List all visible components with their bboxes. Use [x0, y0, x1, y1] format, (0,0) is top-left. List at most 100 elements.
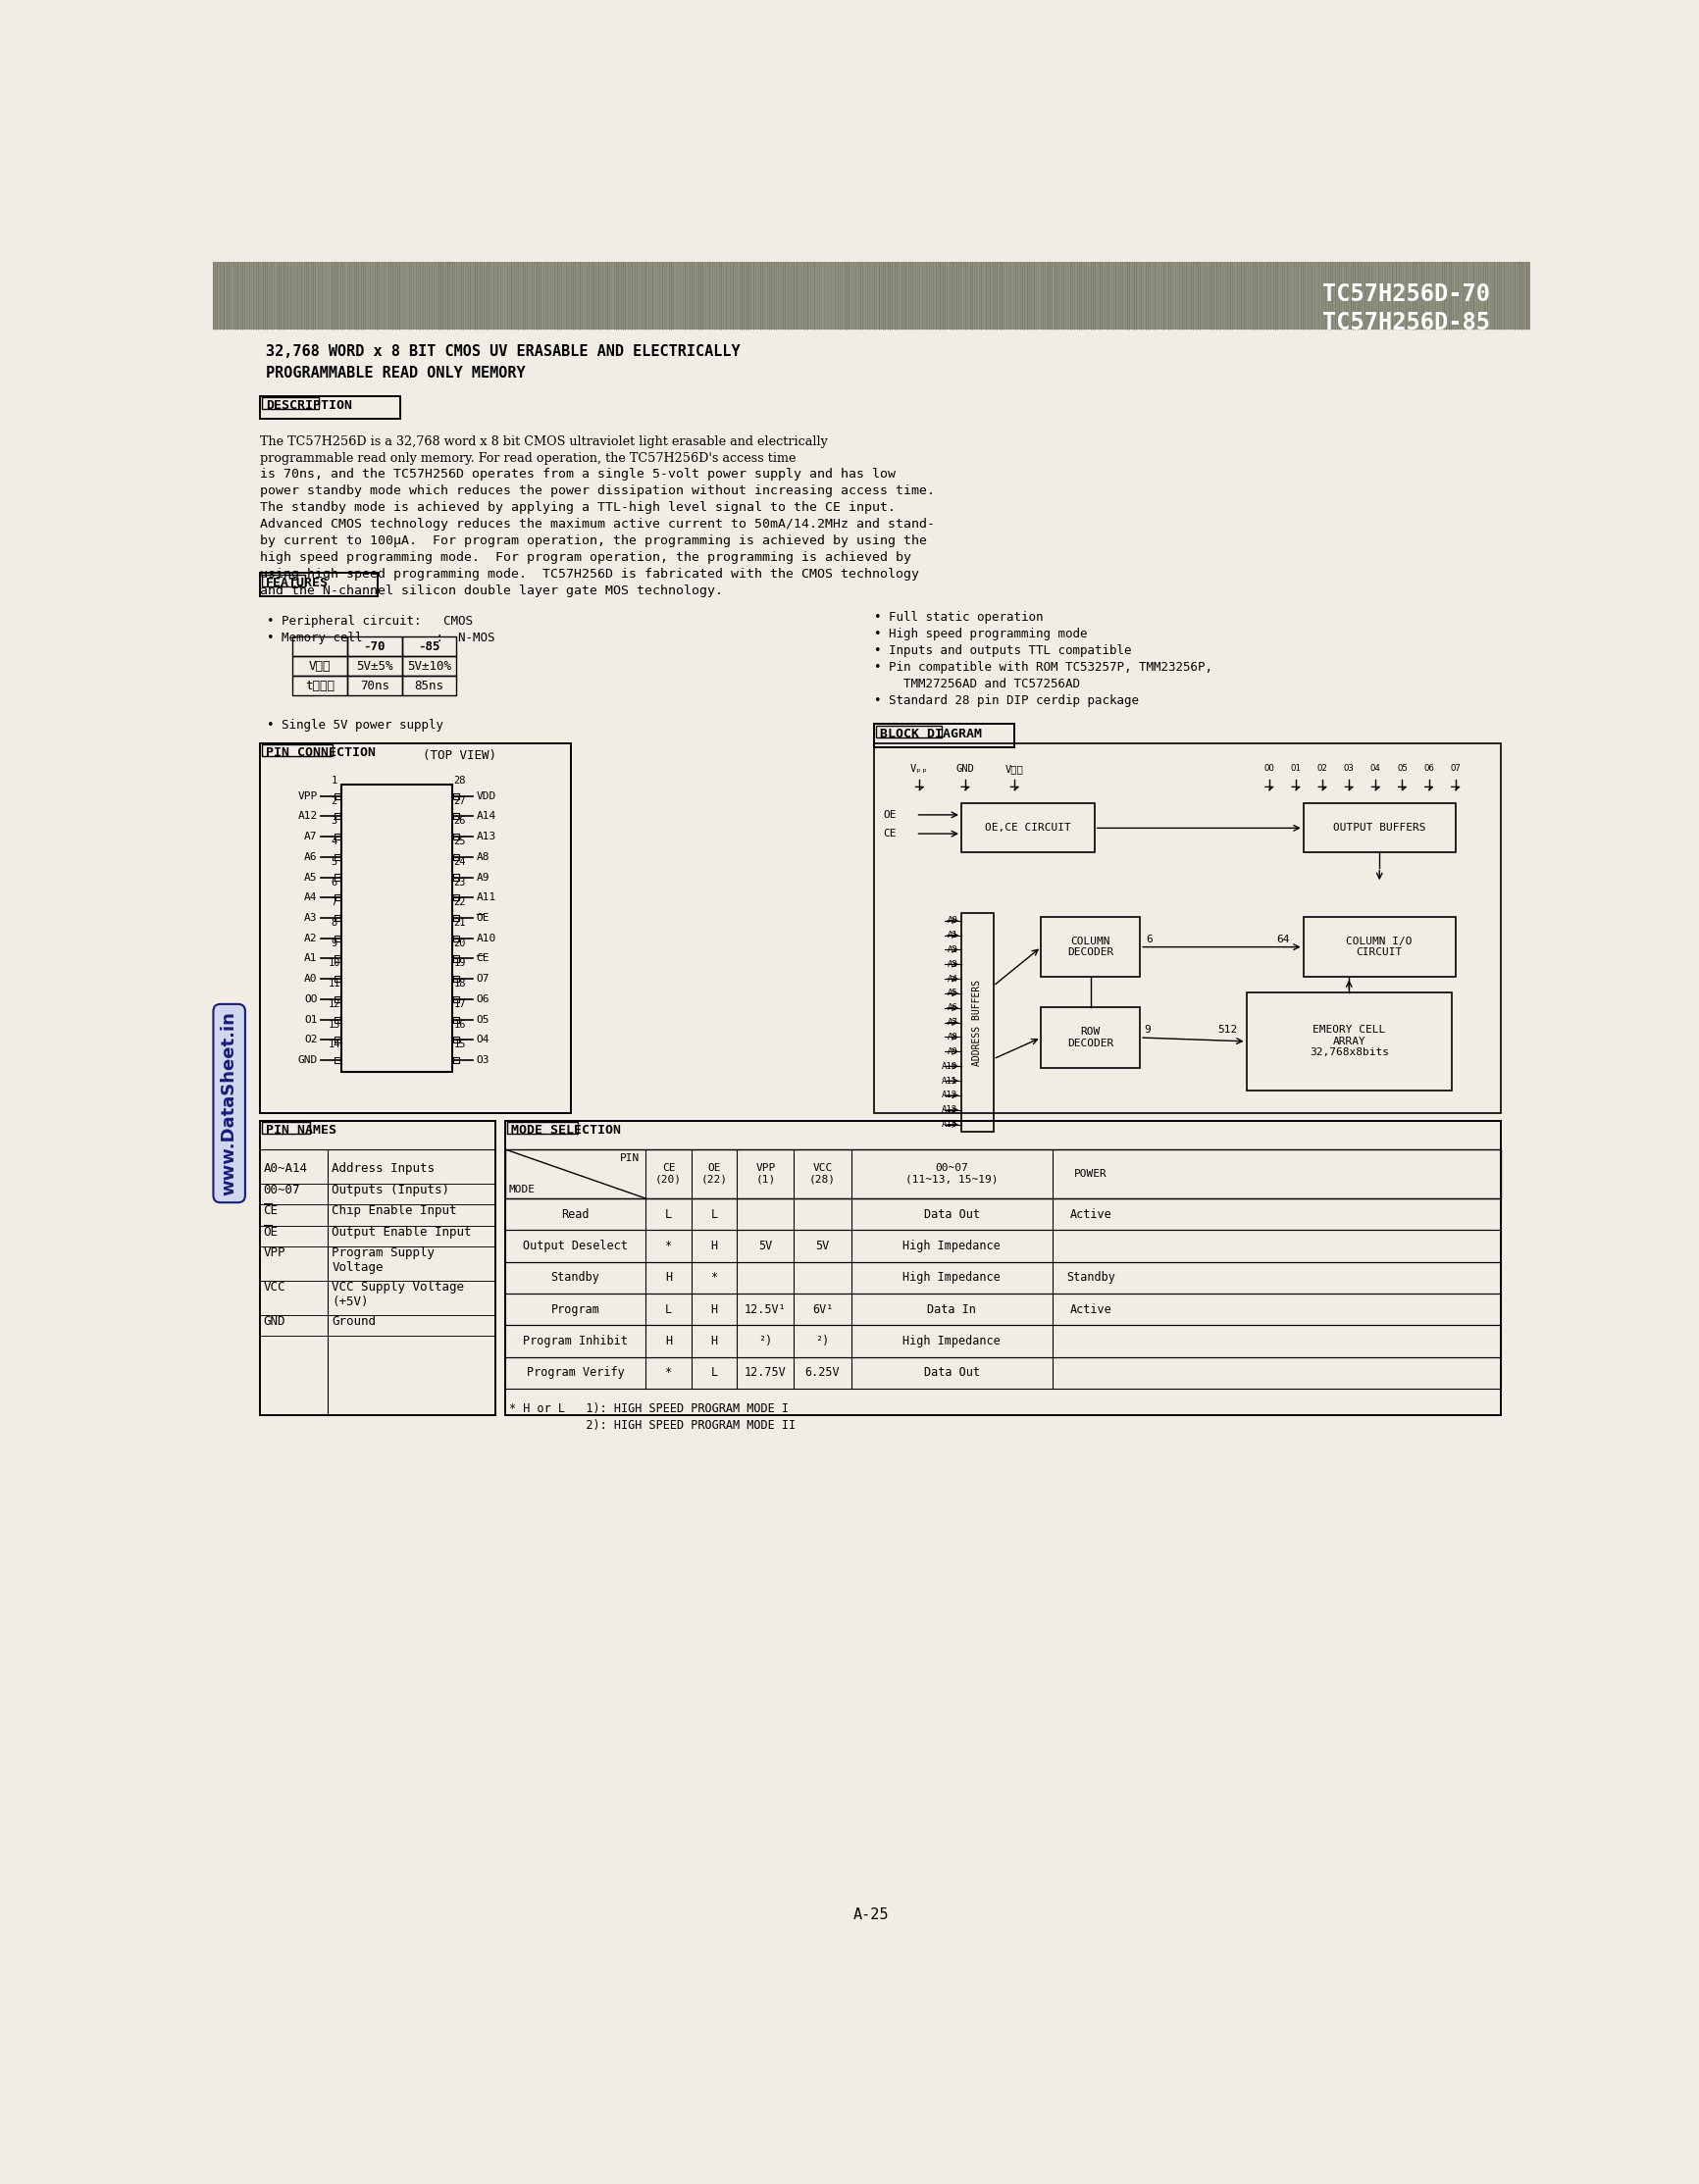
Text: 512: 512 [1216, 1024, 1237, 1035]
Text: TC57H256D-85: TC57H256D-85 [1322, 310, 1488, 334]
Text: *: * [664, 1367, 671, 1380]
Bar [335, 957, 340, 961]
Text: PROGRAMMABLE READ ONLY MEMORY: PROGRAMMABLE READ ONLY MEMORY [265, 365, 525, 380]
Text: 22: 22 [454, 898, 466, 906]
Text: VPP: VPP [297, 791, 318, 802]
Text: High Impedance: High Impedance [902, 1271, 1001, 1284]
Text: 14: 14 [328, 1040, 340, 1051]
Text: H: H [664, 1334, 671, 1348]
Text: Vₚₚ: Vₚₚ [909, 764, 928, 773]
Bar [335, 915, 340, 922]
Bar [454, 854, 459, 860]
Text: OE: OE [476, 913, 489, 924]
Text: O5: O5 [1397, 764, 1407, 773]
Text: PIN NAMES: PIN NAMES [265, 1125, 336, 1136]
Bar [335, 1016, 340, 1022]
Text: OO: OO [1264, 764, 1274, 773]
Text: CE: CE [882, 828, 895, 839]
Text: O5: O5 [476, 1016, 489, 1024]
Text: A4: A4 [304, 893, 318, 902]
Bar [262, 397, 319, 408]
Bar [454, 996, 459, 1002]
Bar [454, 812, 459, 819]
Text: • High speed programming mode: • High speed programming mode [873, 627, 1087, 640]
Bar [292, 636, 347, 655]
Text: Vᴄᴄ: Vᴄᴄ [1004, 764, 1023, 773]
Text: A5: A5 [946, 989, 957, 998]
Bar [454, 976, 459, 983]
Bar [401, 636, 457, 655]
Text: COLUMN
DECODER: COLUMN DECODER [1067, 937, 1113, 957]
Bar [454, 1016, 459, 1022]
Bar [335, 996, 340, 1002]
Text: O7: O7 [476, 974, 489, 983]
Text: A13: A13 [476, 832, 496, 841]
Text: O6: O6 [1422, 764, 1434, 773]
Text: • Memory cell          :  N-MOS: • Memory cell : N-MOS [267, 631, 494, 644]
Text: OE,CE CIRCUIT: OE,CE CIRCUIT [984, 823, 1070, 832]
Text: OE: OE [882, 810, 895, 819]
Text: BLOCK DIAGRAM: BLOCK DIAGRAM [880, 727, 982, 740]
Text: FEATURES: FEATURES [265, 577, 328, 590]
Text: *: * [664, 1241, 671, 1251]
Text: and the N-channel silicon double layer gate MOS technology.: and the N-channel silicon double layer g… [260, 585, 722, 596]
Text: • Standard 28 pin DIP cerdip package: • Standard 28 pin DIP cerdip package [873, 695, 1138, 708]
Text: A6: A6 [946, 1002, 957, 1013]
Text: 11: 11 [328, 978, 340, 989]
Text: O1: O1 [1290, 764, 1300, 773]
Bar [1303, 804, 1454, 852]
Bar [335, 895, 340, 900]
Text: 12.5V¹: 12.5V¹ [744, 1304, 787, 1315]
Text: 9: 9 [331, 939, 336, 948]
Text: 3: 3 [331, 817, 336, 826]
Text: A3: A3 [304, 913, 318, 924]
Bar [505, 1120, 1500, 1415]
Text: 12: 12 [328, 1000, 340, 1009]
Bar [505, 1326, 1500, 1356]
Text: *: * [710, 1271, 717, 1284]
Text: by current to 100μA.  For program operation, the programming is achieved by usin: by current to 100μA. For program operati… [260, 535, 926, 548]
Text: OE: OE [263, 1225, 279, 1238]
Text: GND: GND [955, 764, 974, 773]
Text: 5V±5%: 5V±5% [355, 660, 392, 673]
Text: 2: 2 [331, 795, 336, 806]
Text: A-25: A-25 [853, 1907, 889, 1922]
Text: H: H [710, 1334, 717, 1348]
Text: 70ns: 70ns [360, 679, 389, 692]
Text: L: L [664, 1208, 671, 1221]
Text: CE
(20): CE (20) [656, 1164, 681, 1184]
Bar [335, 874, 340, 880]
Bar [335, 812, 340, 819]
Bar [335, 935, 340, 941]
Bar [335, 834, 340, 839]
Bar [260, 1120, 494, 1415]
Bar [292, 655, 347, 675]
Text: L: L [710, 1367, 717, 1380]
Bar [341, 784, 452, 1072]
Text: 2): HIGH SPEED PROGRAM MODE II: 2): HIGH SPEED PROGRAM MODE II [508, 1420, 795, 1433]
Text: A8: A8 [476, 852, 489, 863]
Text: TC57H256D-70: TC57H256D-70 [1322, 282, 1488, 306]
Text: MODE SELECTION: MODE SELECTION [511, 1125, 620, 1136]
Text: GND: GND [297, 1055, 318, 1066]
Text: 26: 26 [454, 817, 466, 826]
Text: A14: A14 [941, 1120, 957, 1129]
Text: PIN: PIN [620, 1153, 639, 1162]
Text: ²): ²) [758, 1334, 771, 1348]
Bar [1303, 917, 1454, 976]
Bar [262, 1123, 309, 1133]
Text: Standby: Standby [550, 1271, 600, 1284]
Bar [260, 572, 377, 596]
Text: 1: 1 [331, 775, 336, 786]
Text: 6: 6 [331, 878, 336, 887]
Text: A2: A2 [946, 946, 957, 954]
Text: 15: 15 [454, 1040, 466, 1051]
Text: Advanced CMOS technology reduces the maximum active current to 50mA/14.2MHz and : Advanced CMOS technology reduces the max… [260, 518, 934, 531]
Text: 6.25V: 6.25V [805, 1367, 839, 1380]
Text: 19: 19 [454, 959, 466, 968]
Text: VCC
(28): VCC (28) [809, 1164, 836, 1184]
Bar [454, 915, 459, 922]
Text: 32,768 WORD x 8 BIT CMOS UV ERASABLE AND ELECTRICALLY: 32,768 WORD x 8 BIT CMOS UV ERASABLE AND… [265, 345, 739, 358]
Text: A4: A4 [946, 974, 957, 983]
Text: VCC: VCC [263, 1280, 285, 1293]
